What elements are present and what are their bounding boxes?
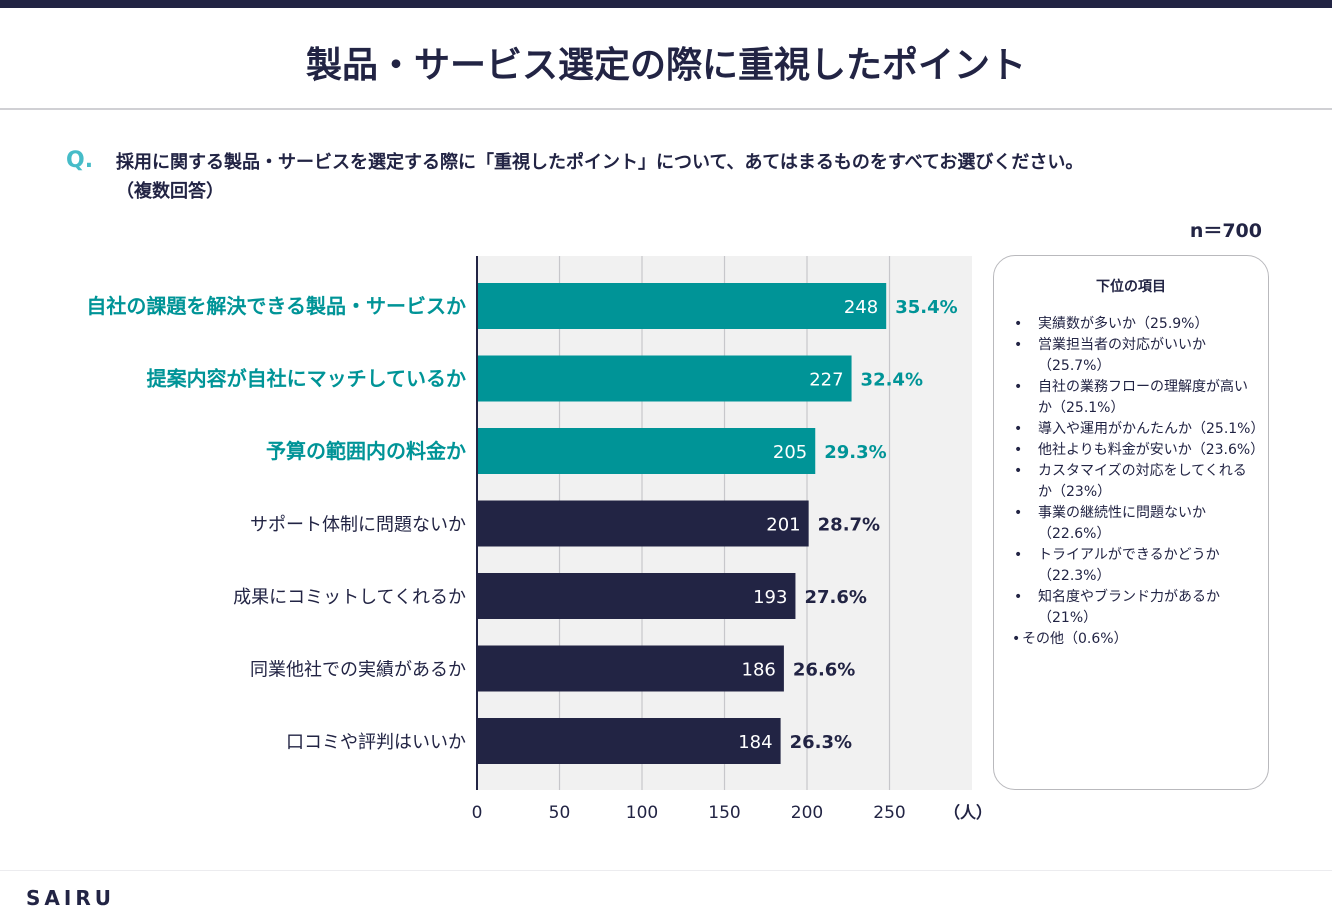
lower-item: 自社の業務フローの理解度が高いか（25.1%）: [1012, 377, 1258, 419]
x-tick-label: 100: [626, 803, 658, 823]
lower-item: 導入や運用がかんたんか（25.1%）: [1012, 419, 1264, 440]
lower-items-title: 下位の項目: [1096, 279, 1166, 295]
question-line-1: 採用に関する製品・サービスを選定する際に「重視したポイント」について、あてはまる…: [116, 152, 1084, 173]
title-divider: [0, 108, 1332, 110]
bar-percent-label: 35.4%: [895, 297, 957, 318]
bar-percent-label: 32.4%: [861, 370, 923, 391]
lower-item: 実績数が多いか（25.9%）: [1012, 314, 1258, 335]
bar-percent-label: 27.6%: [804, 587, 866, 608]
bar-value-label: 193: [753, 587, 787, 608]
x-tick-label: 150: [708, 803, 740, 823]
bar: [477, 283, 887, 329]
lower-item: 知名度やブランド力があるか（21%）: [1012, 587, 1258, 629]
bar-value-label: 184: [738, 732, 772, 753]
page-title: 製品・サービス選定の際に重視したポイント: [305, 45, 1026, 86]
category-label: 同業他社での実績があるか: [250, 660, 466, 681]
bar-percent-label: 29.3%: [824, 442, 886, 463]
bar: [477, 645, 784, 692]
bar-value-label: 227: [809, 370, 843, 391]
lower-item: トライアルができるかどうか（22.3%）: [1012, 545, 1258, 587]
x-tick-label: 250: [873, 803, 905, 823]
x-tick-label: 50: [549, 803, 571, 823]
category-label: サポート体制に問題ないか: [250, 515, 466, 536]
bar: [477, 355, 852, 402]
lower-item: 他社よりも料金が安いか（23.6%）: [1012, 440, 1264, 461]
bar-percent-label: 28.7%: [818, 515, 880, 536]
top-accent-bar: [0, 0, 1332, 8]
x-tick-label: 200: [791, 803, 823, 823]
bar-value-label: 186: [742, 660, 776, 681]
brand-logo-text: SAIRU: [26, 886, 115, 910]
bar-value-label: 205: [773, 442, 807, 463]
lower-item: 事業の継続性に問題ないか（22.6%）: [1012, 503, 1258, 545]
lower-items-box: 下位の項目 実績数が多いか（25.9%） 営業担当者の対応がいいか（25.7%）…: [993, 255, 1269, 790]
bar-value-label: 201: [766, 515, 800, 536]
bar-percent-label: 26.6%: [793, 660, 855, 681]
x-axis-unit: （人）: [944, 803, 990, 822]
x-tick-label: 0: [472, 803, 483, 823]
bar-percent-label: 26.3%: [790, 732, 852, 753]
lower-item: カスタマイズの対応をしてくれるか（23%）: [1012, 461, 1258, 503]
bar: [477, 718, 781, 764]
lower-item: 営業担当者の対応がいいか（25.7%）: [1012, 335, 1258, 377]
bar-value-label: 248: [844, 297, 878, 318]
bar-chart: 0 50 100 150 200 250 （人） 248 35.4% 自社の課題を解決できる製品・…: [86, 256, 990, 823]
sample-size: n＝700: [1189, 220, 1262, 242]
lower-item: その他（0.6%）: [1012, 629, 1258, 650]
footer-divider: [0, 870, 1332, 871]
category-label: 予算の範囲内の料金か: [266, 439, 466, 463]
question-text: 採用に関する製品・サービスを選定する際に「重視したポイント」について、あてはまる…: [116, 148, 1226, 206]
lower-items-list: 実績数が多いか（25.9%） 営業担当者の対応がいいか（25.7%） 自社の業務…: [994, 314, 1268, 650]
category-label: 提案内容が自社にマッチしているか: [147, 367, 466, 391]
bar: [477, 573, 796, 619]
category-label: 自社の課題を解決できる製品・サービスか: [86, 294, 466, 318]
bar: [477, 500, 809, 547]
bar: [477, 428, 816, 474]
category-label: 口コミや評判はいいか: [286, 732, 466, 753]
question-line-2: （複数回答）: [116, 181, 224, 202]
question-marker: Q.: [66, 148, 94, 173]
category-label: 成果にコミットしてくれるか: [233, 587, 466, 608]
